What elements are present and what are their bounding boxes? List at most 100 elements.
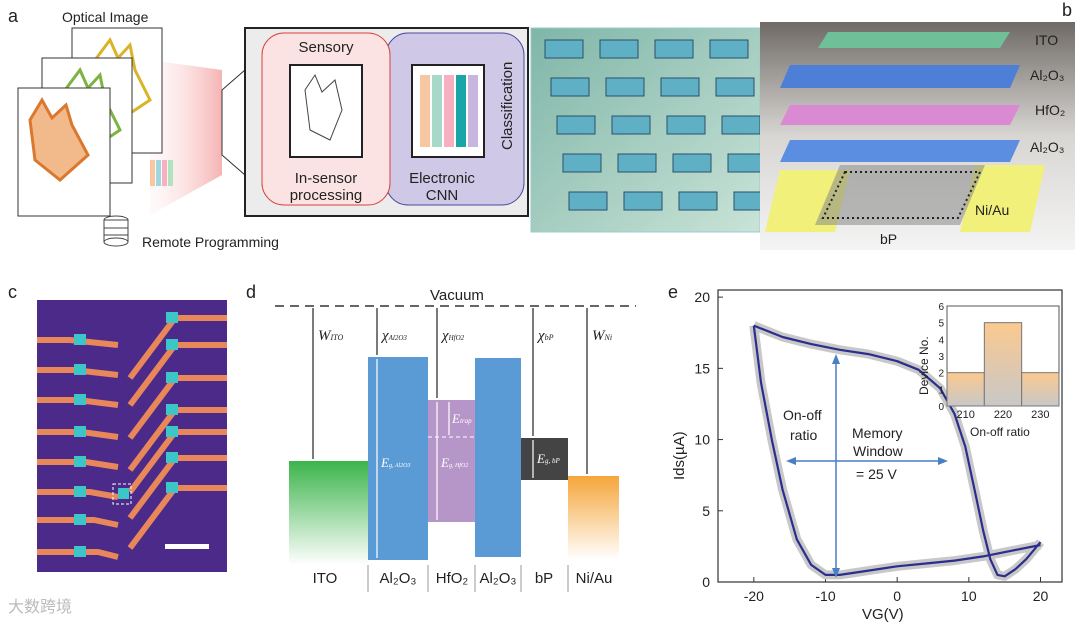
curve-reverse — [752, 325, 1041, 576]
device-cell — [654, 39, 694, 59]
panel-b: b ITO Al₂O₃ HfO₂ Al₂O₃ Ni/Au bP — [760, 0, 1075, 250]
layer-label-niau: Ni/Au — [975, 202, 1009, 218]
panel-letter-c: c — [8, 282, 17, 302]
device-cell — [556, 115, 596, 135]
device-cell — [562, 153, 602, 173]
device-pad — [74, 334, 86, 345]
y-tick-label: 5 — [702, 503, 710, 519]
eg-al2o3-label: Eg, Al2O3 — [380, 455, 411, 470]
inset-bar — [946, 372, 985, 407]
band-hfo2 — [428, 400, 475, 522]
layer-label-ito: ITO — [1035, 32, 1058, 48]
sensor-chip-icon — [289, 64, 363, 158]
material-label-niau: Ni/Au — [576, 570, 613, 587]
inset-x-tick-label: 220 — [994, 409, 1012, 421]
chi-bp-label: χbP — [536, 328, 554, 344]
inset-x-tick-label: 230 — [1031, 409, 1049, 421]
device-pad — [74, 514, 86, 525]
panel-letter-b: b — [1062, 0, 1072, 20]
remote-programming-label: Remote Programming — [142, 234, 279, 250]
band-niau — [568, 476, 619, 560]
electrode-trace — [37, 517, 119, 528]
eg-bp-label: Eg, bP — [536, 451, 560, 466]
layer-label-hfo2: HfO₂ — [1035, 102, 1065, 118]
layer-label-bp: bP — [880, 231, 897, 247]
sensory-label: Sensory — [298, 39, 354, 56]
electrode-trace — [37, 549, 119, 560]
watermark: 大数跨境 — [8, 597, 72, 616]
memory-window-label-3: = 25 V — [856, 466, 898, 482]
x-axis-label: VG(V) — [862, 606, 904, 623]
bp-lattice — [815, 165, 985, 225]
panel-d: d Vacuum WITO χAl2O3 χHfO2 χbP WNi Etrap… — [246, 282, 636, 592]
in-sensor-label-1: In-sensor — [295, 170, 358, 187]
device-cell — [660, 77, 700, 97]
database-icon — [103, 215, 129, 247]
panel-c: c — [8, 282, 227, 572]
inset-x-label: On-off ratio — [970, 425, 1030, 439]
material-label-ito: ITO — [313, 570, 338, 587]
arrowhead-down — [832, 568, 840, 578]
eg-hfo2-label: Eg, HfO2 — [440, 455, 468, 470]
device-pad — [74, 456, 86, 467]
layer-label-al2o3-top: Al₂O₃ — [1030, 67, 1064, 83]
chi-hfo2-label: χHfO2 — [440, 328, 465, 344]
optical-image-stack — [17, 27, 163, 217]
material-label-al2o3-left: Al₂O₃ — [380, 570, 417, 587]
selected-device-marker — [112, 483, 132, 505]
device-pad — [74, 364, 86, 375]
layer-al2o3-top — [780, 65, 1020, 88]
device-pad — [74, 546, 86, 557]
layer-hfo2 — [780, 105, 1020, 125]
band-bp — [521, 438, 568, 480]
y-tick-label: 0 — [702, 574, 710, 590]
e-trap-label: Etrap — [451, 411, 472, 426]
inset-y-tick-label: 0 — [938, 402, 944, 413]
inset-y-tick-label: 2 — [938, 369, 944, 380]
layer-al2o3-bottom — [780, 140, 1020, 162]
bandgap-arrows — [376, 359, 534, 558]
device-cell — [617, 153, 657, 173]
panel-letter-a: a — [8, 6, 19, 26]
band-ito — [289, 461, 368, 565]
classification-label: Classification — [499, 62, 516, 150]
device-pad — [166, 404, 178, 415]
device-array-cells — [544, 39, 773, 211]
device-cell — [623, 191, 663, 211]
dog-sketch — [304, 73, 343, 141]
device-cell — [666, 115, 706, 135]
arrowhead-left — [786, 457, 796, 465]
w-ito-label: WITO — [318, 328, 343, 344]
electrode-trace — [37, 489, 119, 500]
on-off-label-2: ratio — [790, 427, 817, 443]
x-tick-label: 0 — [893, 588, 901, 604]
device-cell — [544, 39, 584, 59]
y-tick-label: 10 — [694, 432, 710, 448]
inset-y-tick-label: 1 — [938, 385, 944, 396]
inset-y-tick-label: 6 — [938, 302, 944, 313]
in-sensor-label-2: processing — [290, 187, 363, 204]
optical-image-label: Optical Image — [62, 9, 149, 25]
data-grid-icon — [150, 160, 173, 186]
device-cell — [721, 115, 761, 135]
arrowhead-up — [832, 354, 840, 364]
w-ni-label: WNi — [592, 328, 612, 344]
device-pad — [74, 486, 86, 497]
device-cell — [672, 153, 712, 173]
device-cell — [611, 115, 651, 135]
inset-y-tick-label: 5 — [938, 319, 944, 330]
vacuum-label: Vacuum — [430, 287, 484, 304]
inset-bar — [983, 322, 1023, 407]
panel-a: a Optical Image Remote Programming Senso… — [8, 6, 773, 250]
device-pad — [118, 488, 129, 499]
inset-histogram: 210 220 230 0 1 2 3 4 5 6 — [938, 302, 1060, 421]
hysteresis-curves — [749, 321, 1044, 581]
device-pad — [166, 312, 178, 323]
device-cell — [605, 77, 645, 97]
material-label-hfo2: HfO₂ — [436, 570, 469, 587]
layer-ito — [818, 32, 1010, 48]
